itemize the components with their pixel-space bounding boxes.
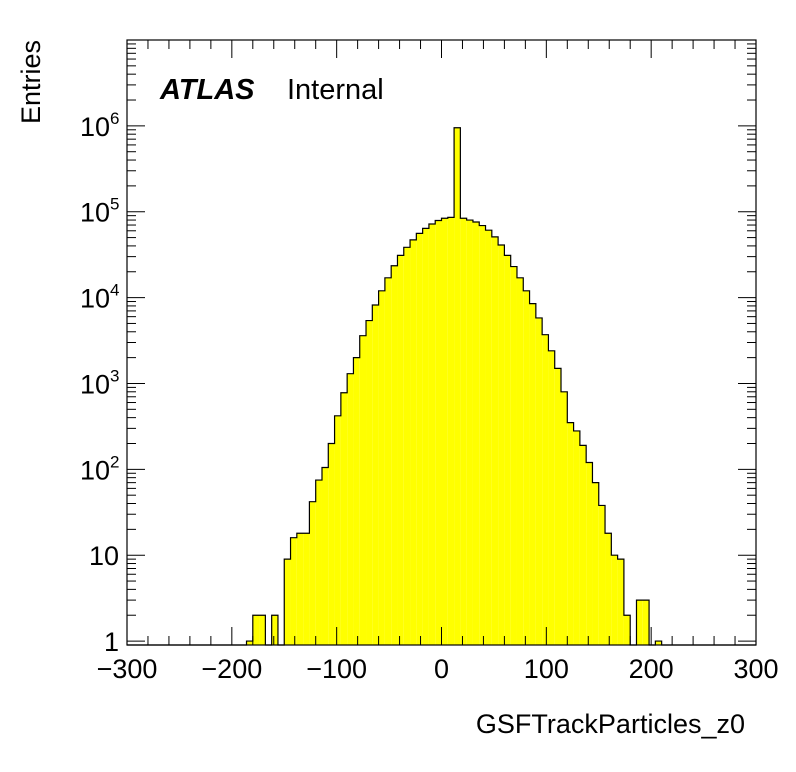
histogram-bar [315,480,322,645]
histogram-bar [592,482,599,645]
histogram-bar [605,533,612,645]
histogram-bars [246,127,662,646]
histogram-bar [366,320,373,645]
histogram-bar [397,255,404,645]
histogram-bar [246,641,253,645]
internal-label: Internal [287,74,384,106]
y-tick-label: 103 [80,366,120,399]
histogram-bar [334,415,341,645]
axis-ticks [126,39,757,645]
x-tick-label: 0 [434,654,449,684]
histogram-bar [542,334,549,645]
histogram-bar [290,537,297,645]
x-tick-label: 100 [524,654,569,684]
histogram-bar [466,220,473,645]
histogram-bar [296,533,304,645]
histogram-bar [623,615,631,645]
histogram-bar [479,225,486,645]
histogram-bar [642,600,650,645]
y-tick-label: 106 [80,109,120,142]
histogram-outline [127,127,756,646]
y-tick-label: 105 [80,195,120,228]
y-tick-label: 102 [80,452,120,485]
histogram-bar [347,373,354,645]
histogram-bar [428,223,436,645]
x-tick-label: −100 [306,654,367,684]
histogram-bar [391,265,398,645]
histogram-bar [655,641,662,645]
histogram-bar [523,290,530,645]
x-tick-labels: −300 −200 −100 0 100 200 300 [97,654,779,684]
x-tick-label: −200 [201,654,262,684]
histogram-bar [422,228,429,645]
histogram-bar [309,501,316,645]
histogram-bar [472,221,480,646]
histogram-bar [321,467,329,645]
y-tick-label: 10 [89,541,119,571]
histogram-bar [252,615,260,645]
histogram-bar [636,600,643,645]
histogram-bar [529,303,536,645]
y-axis-label: Entries [16,40,46,124]
histogram-bar [303,533,310,645]
x-axis-label: GSFTrackParticles_z0 [476,709,745,739]
histogram-bar [403,247,411,646]
histogram-bar [410,239,417,645]
x-tick-label: 300 [733,654,778,684]
x-tick-label: −300 [97,654,158,684]
histogram-bar [328,443,335,645]
histogram-bar [516,277,524,645]
histogram-bar [271,615,278,645]
histogram-bar [548,350,555,645]
histogram-bar [567,422,574,645]
x-tick-label: 200 [629,654,674,684]
y-tick-labels: 1 10 102 103 104 105 106 [80,109,120,657]
histogram-bar [586,462,593,645]
histogram-bar [416,233,423,645]
histogram-bar [284,559,291,645]
histogram-bar [510,266,517,645]
histogram-bar [378,290,385,645]
histogram-bar [491,236,499,645]
histogram-bar [447,217,455,645]
histogram-bar [561,391,568,645]
histogram-bar [573,430,580,645]
histogram-bar [353,357,360,645]
histogram-bar [504,255,511,645]
histogram-bar [617,559,624,645]
histogram-bar [598,505,606,645]
histogram-bar [611,555,618,645]
histogram-bar [435,220,442,646]
histogram-bar [340,392,348,645]
histogram-bar [384,277,392,645]
histogram-bar [485,230,492,645]
histogram-bar [259,615,266,645]
atlas-label: ATLAS [159,74,255,106]
histogram-bar [554,368,562,645]
histogram-bar [454,127,461,645]
histogram-bar [579,445,587,645]
histogram-bar [359,335,367,645]
y-tick-label: 1 [104,627,119,657]
histogram-bar [372,305,379,645]
histogram-bar [498,244,505,645]
histogram-bar [441,218,448,645]
histogram-bar [460,218,467,645]
y-tick-label: 104 [80,281,120,314]
histogram-bar [535,317,543,645]
